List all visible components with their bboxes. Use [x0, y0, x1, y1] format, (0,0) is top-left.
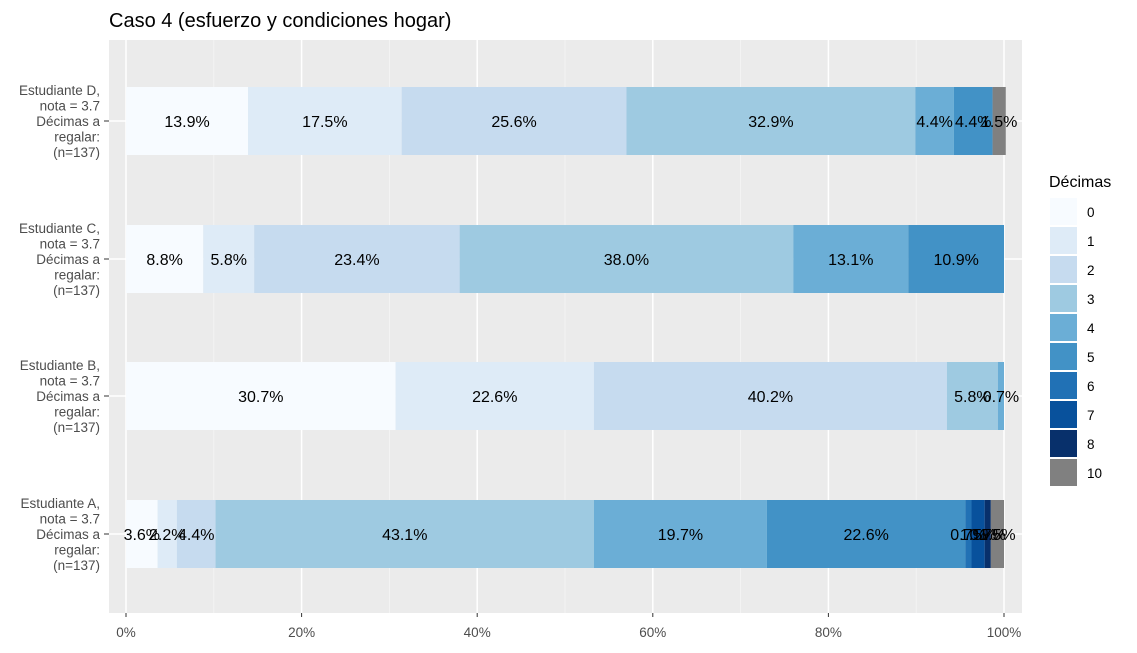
bar-segment: [626, 87, 916, 155]
bar-segment: [395, 362, 594, 430]
bar-segment: [593, 362, 947, 430]
bar-segment: [908, 225, 1004, 293]
bar-segment: [915, 87, 954, 155]
data-label: 2.2%: [149, 527, 185, 544]
y-tick-label: Estudiante D, nota = 3.7 Décimas a regalar:…: [19, 83, 101, 160]
legend-key: [1050, 343, 1077, 370]
data-label: 43.1%: [382, 527, 427, 544]
legend-label: 10: [1087, 466, 1102, 481]
data-label: 22.6%: [472, 389, 517, 406]
legend-key: [1050, 285, 1077, 312]
data-label: 0.7%: [983, 389, 1019, 406]
legend-key: [1050, 256, 1077, 283]
bar-segment: [254, 225, 460, 293]
data-label: 13.9%: [164, 114, 209, 131]
legend-label: 1: [1087, 234, 1095, 249]
x-tick-label: 60%: [639, 625, 666, 640]
data-label: 4.4%: [178, 527, 214, 544]
data-label: 1.5%: [979, 527, 1015, 544]
legend-key: [1050, 227, 1077, 254]
legend-key: [1050, 372, 1077, 399]
legend-key: [1050, 314, 1077, 341]
data-label: 5.8%: [210, 252, 246, 269]
legend-label: 8: [1087, 437, 1095, 452]
y-tick-label: Estudiante A, nota = 3.7 Décimas a regalar:…: [20, 496, 100, 573]
y-tick-label: Estudiante C, nota = 3.7 Décimas a regalar:…: [19, 221, 101, 298]
data-label: 19.7%: [658, 527, 703, 544]
legend-label: 3: [1087, 292, 1095, 307]
data-label: 23.4%: [334, 252, 379, 269]
x-tick-label: 20%: [288, 625, 315, 640]
data-label: 1.5%: [981, 114, 1017, 131]
data-label: 40.2%: [748, 389, 793, 406]
bar-segment: [971, 500, 985, 568]
legend-title: Décimas: [1049, 174, 1111, 191]
legend-label: 6: [1087, 379, 1095, 394]
bar-segment: [157, 500, 177, 568]
data-label: 4.4%: [916, 114, 952, 131]
data-label: 3.6%: [124, 527, 160, 544]
bar-segment: [965, 500, 972, 568]
x-tick-label: 80%: [815, 625, 842, 640]
bar-segment: [248, 87, 402, 155]
x-axis: 0% 20% 40% 60% 80% 100%: [116, 613, 1021, 640]
bar-segment: [984, 500, 991, 568]
y-axis: Estudiante D, nota = 3.7 Décimas a regalar:…: [19, 83, 109, 573]
bar-segment: [953, 87, 993, 155]
data-label: 4.4%: [955, 114, 991, 131]
data-label: 25.6%: [491, 114, 536, 131]
data-label: 38.0%: [604, 252, 649, 269]
chart-title: Caso 4 (esfuerzo y condiciones hogar): [109, 10, 451, 32]
bar-segment: [990, 500, 1004, 568]
bar-segment: [126, 500, 158, 568]
bar-segment: [203, 225, 255, 293]
data-label: 13.1%: [828, 252, 873, 269]
legend-key: [1050, 401, 1077, 428]
legend-key: [1050, 430, 1077, 457]
data-label: 0.7%: [950, 527, 986, 544]
x-tick-label: 40%: [464, 625, 491, 640]
data-label: 10.9%: [933, 252, 978, 269]
legend-label: 4: [1087, 321, 1095, 336]
bar-segment: [766, 500, 966, 568]
legend: Décimas 0 1 2 3 4 5 6 7 8 10: [1049, 174, 1111, 486]
data-label: 32.9%: [748, 114, 793, 131]
bar-segment: [126, 87, 249, 155]
bar-segment: [176, 500, 216, 568]
data-label: 0.7%: [970, 527, 1006, 544]
bar-segment: [215, 500, 594, 568]
data-label: 5.8%: [954, 389, 990, 406]
bar-segment: [126, 362, 396, 430]
bar-segment: [126, 225, 204, 293]
bar-segment: [793, 225, 909, 293]
data-label: 17.5%: [302, 114, 347, 131]
bars-layer: [126, 87, 1006, 568]
legend-key: [1050, 198, 1077, 225]
bar-segment: [401, 87, 627, 155]
bar-segment: [593, 500, 767, 568]
legend-label: 5: [1087, 350, 1095, 365]
x-tick-label: 0%: [116, 625, 136, 640]
legend-label: 0: [1087, 205, 1095, 220]
legend-label: 7: [1087, 408, 1095, 423]
data-label: 22.6%: [843, 527, 888, 544]
bar-segment: [992, 87, 1006, 155]
data-label: 8.8%: [146, 252, 182, 269]
data-labels-layer: 13.9% 17.5% 25.6% 32.9% 4.4% 4.4%1.5%8.8% 5.8%…: [124, 114, 1020, 544]
legend-key: [1050, 459, 1077, 486]
x-tick-label: 100%: [987, 625, 1022, 640]
bar-segment: [946, 362, 998, 430]
data-label: 1.5%: [960, 527, 996, 544]
legend-label: 2: [1087, 263, 1095, 278]
data-label: 30.7%: [238, 389, 283, 406]
bar-segment: [459, 225, 794, 293]
y-tick-label: Estudiante B, nota = 3.7 Décimas a regalar:…: [20, 358, 101, 435]
bar-segment: [997, 362, 1004, 430]
